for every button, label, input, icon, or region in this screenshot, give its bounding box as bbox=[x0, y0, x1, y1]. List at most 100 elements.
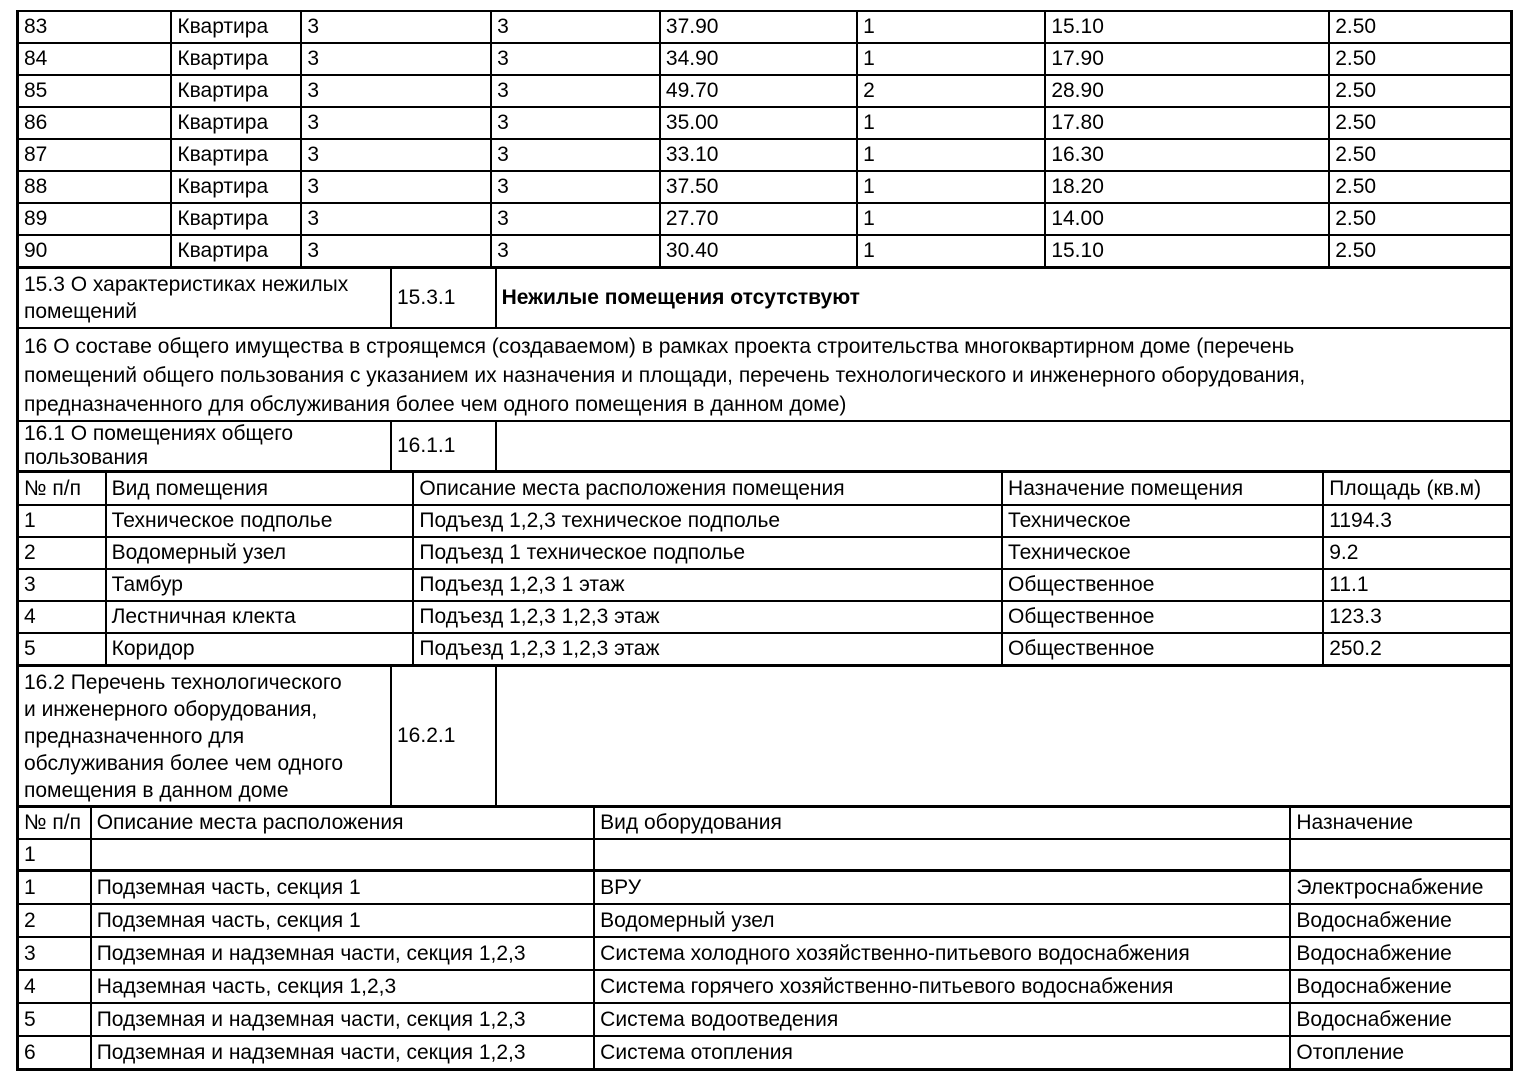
column-header: № п/п bbox=[15, 473, 106, 506]
table-row: 16 О составе общего имущества в строящем… bbox=[16, 329, 1513, 422]
cell: 3 bbox=[300, 107, 492, 140]
label-line: 16.1 О помещениях общего bbox=[24, 422, 294, 445]
column-header: Вид помещения bbox=[104, 473, 414, 506]
table-header-row: № п/п Вид помещения Описание места распо… bbox=[15, 473, 1514, 506]
table-row: 89 Квартира 3 3 27.70 1 14.00 2.50 bbox=[16, 203, 1514, 236]
cell: Подъезд 1,2,3 техническое подполье bbox=[412, 505, 1003, 538]
column-header: Описание места расположения bbox=[89, 808, 595, 840]
cell: Подъезд 1,2,3 1,2,3 этаж bbox=[412, 601, 1003, 634]
table-row: 87 Квартира 3 3 33.10 1 16.30 2.50 bbox=[16, 139, 1514, 172]
cell: Подъезд 1 техническое подполье bbox=[412, 537, 1003, 570]
cell: 6 bbox=[15, 1036, 91, 1071]
section-16-2-row: 16.2 Перечень технологического и инженер… bbox=[16, 667, 1513, 808]
cell: 3 bbox=[490, 171, 660, 204]
cell: Водоснабжение bbox=[1289, 937, 1514, 971]
label-line: 15.3 О характеристиках нежилых bbox=[24, 273, 349, 296]
table-row: 83 Квартира 3 3 37.90 1 15.10 2.50 bbox=[16, 10, 1514, 44]
cell: 28.90 bbox=[1044, 75, 1330, 108]
cell: 37.50 bbox=[658, 171, 858, 204]
column-header: Площадь (кв.м) bbox=[1322, 473, 1514, 506]
common-premises-table: № п/п Вид помещения Описание места распо… bbox=[15, 473, 1514, 667]
cell: Лестничная клекта bbox=[104, 601, 414, 634]
paragraph-line: помещений общего пользования с указанием… bbox=[24, 364, 1306, 387]
cell: Водоснабжение bbox=[1289, 1003, 1514, 1037]
apartments-table: 83 Квартира 3 3 37.90 1 15.10 2.50 84 Кв… bbox=[16, 10, 1514, 269]
cell: 37.90 bbox=[658, 10, 858, 44]
cell: 3 bbox=[300, 203, 492, 236]
cell: Тамбур bbox=[104, 569, 414, 602]
cell: 123.3 bbox=[1322, 601, 1514, 634]
cell: 87 bbox=[16, 139, 172, 172]
section-code: 16.1.1 bbox=[390, 422, 496, 473]
cell: 35.00 bbox=[658, 107, 858, 140]
cell: Коридор bbox=[104, 633, 414, 667]
table-row: 4 Лестничная клекта Подъезд 1,2,3 1,2,3 … bbox=[15, 601, 1514, 634]
table-header-row: № п/п Описание места расположения Вид об… bbox=[15, 808, 1514, 840]
cell: Подземная и надземная части, секция 1,2,… bbox=[89, 937, 595, 971]
cell: 1 bbox=[15, 505, 106, 538]
table-row: 85 Квартира 3 3 49.70 2 28.90 2.50 bbox=[16, 75, 1514, 108]
cell: 3 bbox=[490, 107, 660, 140]
cell: 17.80 bbox=[1044, 107, 1330, 140]
cell: 3 bbox=[300, 139, 492, 172]
cell: 2.50 bbox=[1328, 139, 1514, 172]
cell: Квартира bbox=[170, 235, 302, 269]
cell: 1 bbox=[856, 139, 1046, 172]
cell: Квартира bbox=[170, 203, 302, 236]
section-label: 16.1 О помещениях общего пользования bbox=[16, 422, 391, 473]
cell: 2.50 bbox=[1328, 107, 1514, 140]
cell: 3 bbox=[300, 235, 492, 269]
cell: 1 bbox=[856, 203, 1046, 236]
cell: 27.70 bbox=[658, 203, 858, 236]
cell: 30.40 bbox=[658, 235, 858, 269]
paragraph-line: предназначенного для обслуживания более … bbox=[24, 393, 847, 416]
cell: 34.90 bbox=[658, 43, 858, 76]
cell: 1 bbox=[856, 171, 1046, 204]
table-row: 84 Квартира 3 3 34.90 1 17.90 2.50 bbox=[16, 43, 1514, 76]
cell: Квартира bbox=[170, 43, 302, 76]
column-header: Назначение помещения bbox=[1001, 473, 1324, 506]
table-row: 1 Техническое подполье Подъезд 1,2,3 тех… bbox=[15, 505, 1514, 538]
cell: Подземная часть, секция 1 bbox=[89, 870, 595, 905]
cell: 1 bbox=[15, 839, 91, 872]
cell: 3 bbox=[15, 569, 106, 602]
table-row: 2 Подземная часть, секция 1 Водомерный у… bbox=[15, 904, 1514, 938]
section-code: 15.3.1 bbox=[390, 269, 496, 329]
table-row: 1 bbox=[15, 839, 1514, 872]
cell: 4 bbox=[15, 601, 106, 634]
document-body: 83 Квартира 3 3 37.90 1 15.10 2.50 84 Кв… bbox=[15, 10, 1514, 1071]
cell: Подземная и надземная части, секция 1,2,… bbox=[89, 1036, 595, 1071]
cell: 2 bbox=[15, 537, 106, 570]
cell: 2.50 bbox=[1328, 75, 1514, 108]
cell: 18.20 bbox=[1044, 171, 1330, 204]
equipment-table: № п/п Описание места расположения Вид об… bbox=[15, 808, 1514, 1071]
cell: 3 bbox=[490, 75, 660, 108]
label-line: помещения в данном доме bbox=[24, 778, 289, 802]
table-row: 6 Подземная и надземная части, секция 1,… bbox=[15, 1036, 1514, 1071]
table-row: 5 Коридор Подъезд 1,2,3 1,2,3 этаж Общес… bbox=[15, 633, 1514, 667]
column-header: № п/п bbox=[15, 808, 91, 840]
cell: 1194.3 bbox=[1322, 505, 1514, 538]
section-code: 16.2.1 bbox=[390, 667, 496, 808]
cell: 5 bbox=[15, 633, 106, 667]
cell: 86 bbox=[16, 107, 172, 140]
column-header: Назначение bbox=[1289, 808, 1514, 840]
cell: 3 bbox=[300, 43, 492, 76]
cell: 1 bbox=[856, 235, 1046, 269]
cell: 84 bbox=[16, 43, 172, 76]
cell: 85 bbox=[16, 75, 172, 108]
section-value bbox=[494, 667, 1513, 808]
cell: 1 bbox=[856, 43, 1046, 76]
cell: 17.90 bbox=[1044, 43, 1330, 76]
cell: 15.10 bbox=[1044, 10, 1330, 44]
label-line: и инженерного оборудования, bbox=[24, 697, 318, 721]
table-row: 2 Водомерный узел Подъезд 1 техническое … bbox=[15, 537, 1514, 570]
cell: Надземная часть, секция 1,2,3 bbox=[89, 970, 595, 1004]
cell bbox=[1289, 839, 1514, 872]
cell: Общественное bbox=[1001, 601, 1324, 634]
table-row: 3 Подземная и надземная части, секция 1,… bbox=[15, 937, 1514, 971]
column-header: Вид оборудования bbox=[593, 808, 1291, 840]
cell: Водомерный узел bbox=[104, 537, 414, 570]
cell: 3 bbox=[490, 43, 660, 76]
